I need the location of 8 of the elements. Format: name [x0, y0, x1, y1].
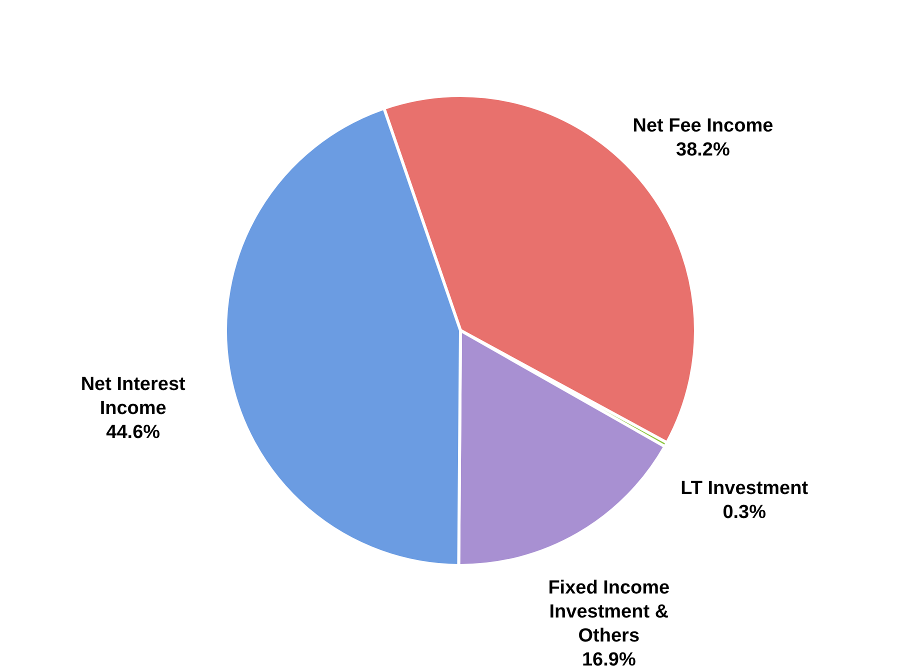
slice-label: Fixed Income Investment & Others — [548, 578, 670, 647]
data-label: 44.6% — [106, 422, 160, 443]
slice-label: Net Fee Income — [632, 115, 774, 136]
data-label: 16.9% — [582, 650, 636, 667]
slice-label: Net Interest Income — [80, 374, 186, 419]
data-label: 0.3% — [722, 502, 766, 524]
data-label: 38.2% — [676, 139, 730, 160]
slice-label: LT Investment — [680, 478, 809, 500]
